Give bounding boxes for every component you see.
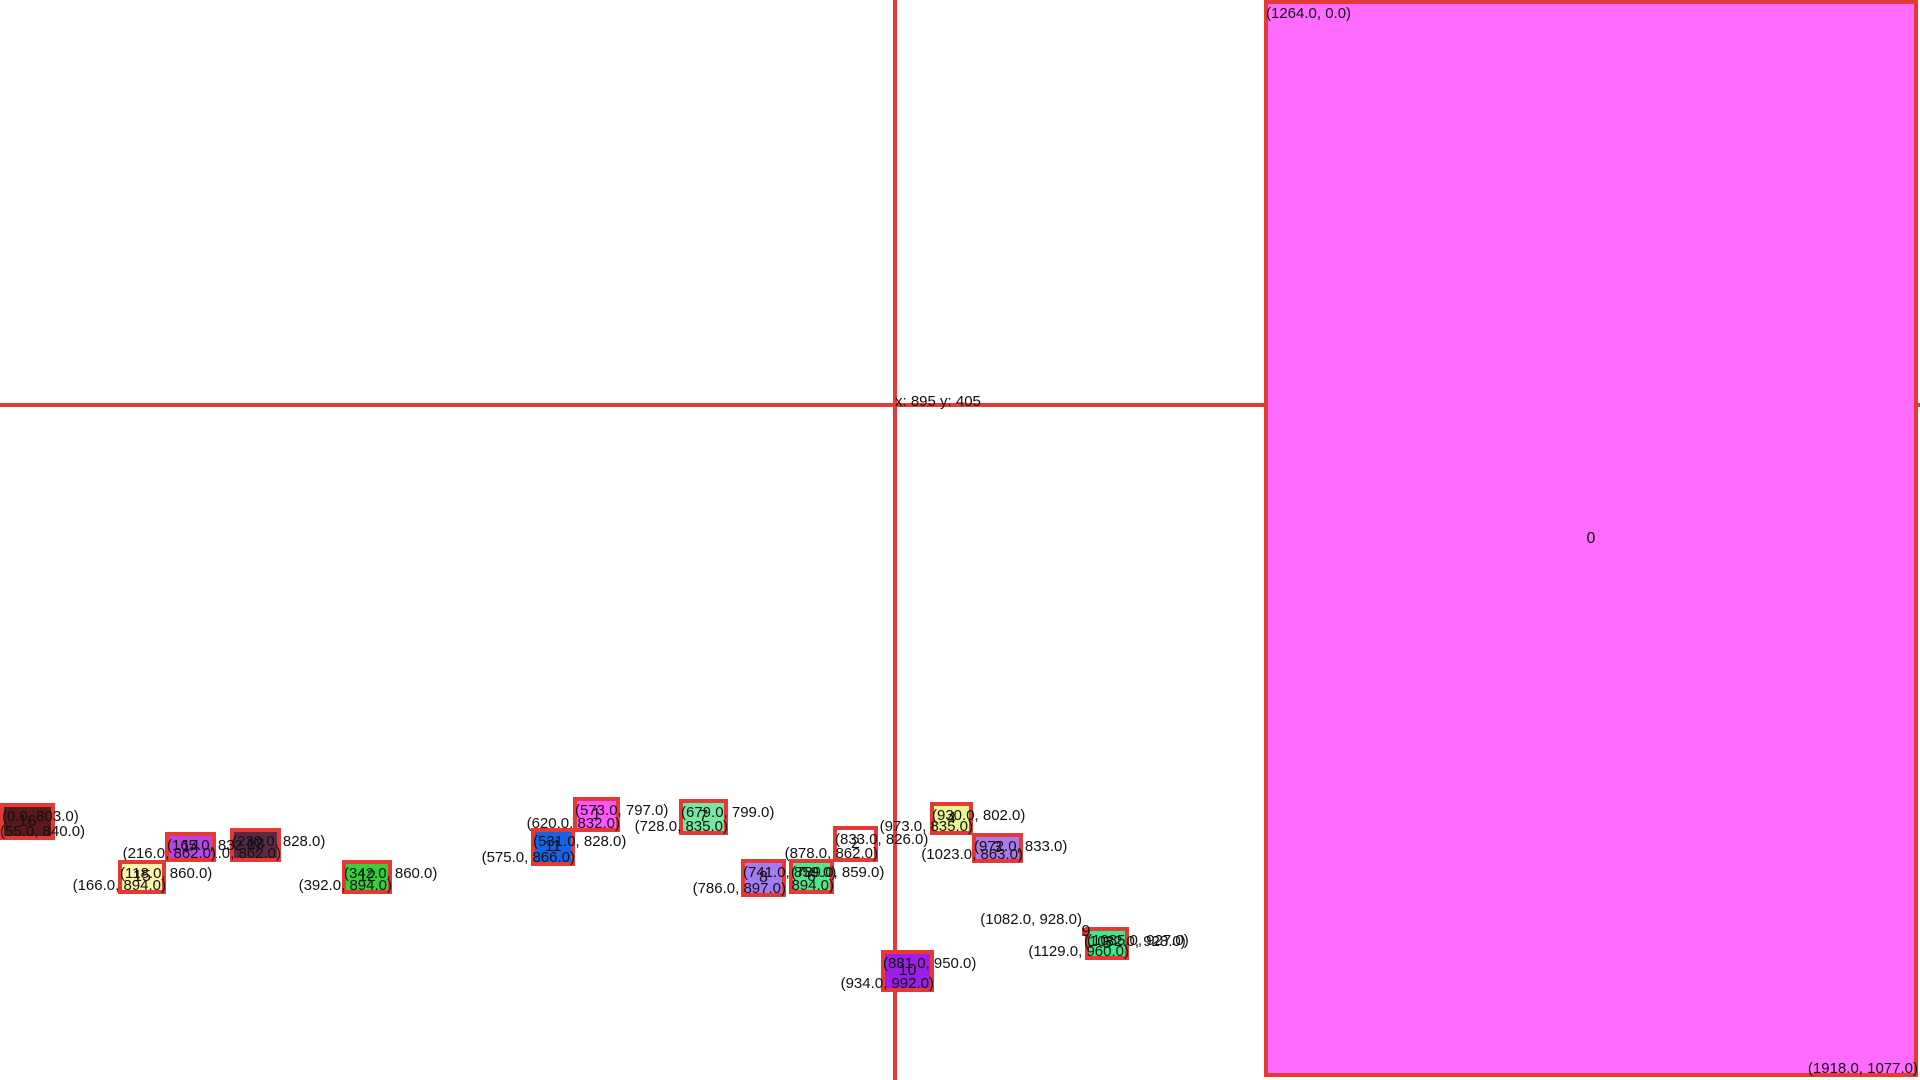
box-top-left-coordinate: (881.0, 950.0) <box>883 955 977 972</box>
box-top-left-coordinate: (741.0, 859.0) <box>743 864 837 881</box>
box-top-left-coordinate: (230.0, 828.0) <box>232 833 326 850</box>
box-bottom-right-coordinate: (934.0, 992.0) <box>840 975 934 992</box>
box-bottom-right-coordinate: (1082.0, 928.0) <box>980 911 1082 928</box>
detection-box-10[interactable]: 10 <box>881 950 934 992</box>
box-top-left-coordinate: (1082.0, 928.0) <box>1084 933 1186 950</box>
box-top-left-coordinate: (165.0, 832.0) <box>167 837 261 854</box>
box-bottom-right-coordinate: (1129.0, 960.0) <box>1028 943 1129 960</box>
box-top-left-coordinate: (573.0, 797.0) <box>575 802 669 819</box>
detection-box-8[interactable]: 8 <box>741 859 786 897</box>
box-bottom-right-coordinate: (575.0, 866.0) <box>481 849 575 866</box>
box-top-left-coordinate: (833.0, 826.0) <box>835 831 929 848</box>
detection-box-11[interactable]: 11 <box>531 828 575 866</box>
detection-box-3[interactable]: 3 <box>972 833 1023 863</box>
box-top-left-coordinate: (972.0, 833.0) <box>974 838 1068 855</box>
box-bottom-right-coordinate: (392.0, 894.0) <box>298 877 392 894</box>
box-top-left-coordinate: (1085.0, 927.0) <box>1087 932 1189 949</box>
detection-box-6[interactable]: 6 <box>789 859 834 894</box>
box-top-left-coordinate: (679.0, 799.0) <box>681 804 775 821</box>
cursor-coordinate-readout: x: 895 y: 405 <box>895 393 981 410</box>
crosshair-vertical-line <box>893 0 897 1080</box>
detection-box-0[interactable]: 0 <box>1264 0 1918 1077</box>
box-bottom-right-coordinate: (1918.0, 1077.0) <box>1807 1060 1918 1077</box>
crosshair-horizontal-line <box>0 403 1920 407</box>
box-top-left-coordinate: (0.0, 803.0) <box>2 808 79 825</box>
box-bottom-right-coordinate: (55.0, 840.0) <box>0 823 86 840</box>
box-top-left-coordinate: (531.0, 828.0) <box>533 833 627 850</box>
box-bottom-right-coordinate: (620.0, 832.0) <box>526 815 620 832</box>
box-top-left-coordinate: (789.0, 859.0) <box>791 864 885 881</box>
box-bottom-right-coordinate: (216.0, 862.0) <box>122 845 216 862</box>
box-bottom-right-coordinate: (786.0, 897.0) <box>692 880 786 897</box>
box-bottom-right-coordinate: (973.0, 835.0) <box>879 818 973 835</box>
box-top-left-coordinate: (342.0, 860.0) <box>344 865 438 882</box>
box-top-left-coordinate: (118.0, 860.0) <box>120 865 213 882</box>
box-bottom-right-coordinate: (166.0, 894.0) <box>72 877 166 894</box>
box-bottom-right-coordinate: (1023.0, 863.0) <box>921 846 1023 863</box>
detection-box-1[interactable]: 1 <box>573 797 620 832</box>
box-id-label: 0 <box>1586 529 1596 547</box>
box-bottom-right-coordinate: (878.0, 862.0) <box>784 845 878 862</box>
box-top-left-coordinate: (930.0, 802.0) <box>932 807 1026 824</box>
box-top-left-coordinate: (1264.0, 0.0) <box>1266 5 1352 22</box>
box-bottom-right-coordinate: (728.0, 835.0) <box>634 818 728 835</box>
